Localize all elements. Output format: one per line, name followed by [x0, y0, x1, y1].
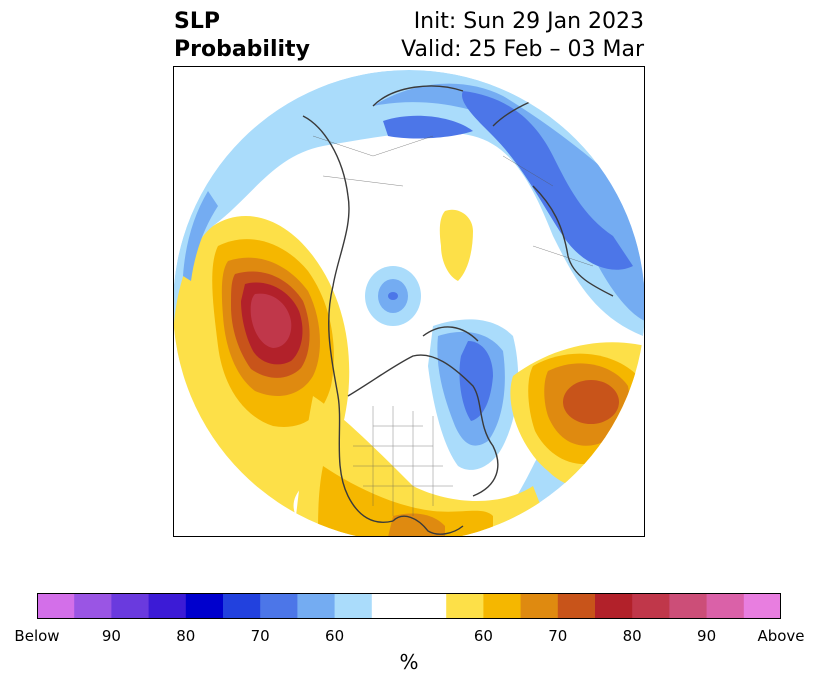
colorbar-tick-label: Below: [14, 627, 60, 645]
colorbar-tick-label: 60: [325, 627, 345, 645]
map-date-info: Init: Sun 29 Jan 2023 Valid: 25 Feb – 03…: [401, 8, 644, 64]
title-variable: SLP: [174, 9, 220, 34]
eurasia-low-inner: [462, 91, 633, 270]
colorbar-bin: [743, 593, 781, 619]
probability-map: [173, 66, 645, 537]
colorbar-tick-label: 80: [176, 627, 196, 645]
colorbar-tick-label: Above: [757, 627, 805, 645]
colorbar-bin: [297, 593, 336, 619]
colorbar-bin: [595, 593, 633, 619]
colorbar-bin: [111, 593, 150, 619]
atlantic-high-75: [563, 380, 619, 424]
colorbar-bin: [669, 593, 708, 619]
canada-low-inner: [459, 341, 493, 421]
colorbar-tick-label: 60: [473, 627, 493, 645]
mexico-high-70: [388, 513, 445, 537]
colorbar-bin: [446, 593, 484, 619]
map-border: [173, 66, 645, 537]
colorbar-bin: [74, 593, 112, 619]
colorbar-bin: [185, 593, 224, 619]
colorbar-bin: [483, 593, 522, 619]
coastlines: [302, 85, 614, 535]
colorbar-bin: [260, 593, 298, 619]
colorbar-unit: %: [399, 650, 419, 674]
colorbar-bin: [557, 593, 596, 619]
colorbar-bin: [148, 593, 187, 619]
eurasia-low-outer: [373, 83, 645, 321]
colorbar-bin: [706, 593, 745, 619]
valid-range: Valid: 25 Feb – 03 Mar: [401, 37, 644, 62]
colorbar-tick-label: 90: [101, 627, 121, 645]
colorbar-bin: [334, 593, 373, 619]
colorbar-bin: [520, 593, 559, 619]
colorbar-bin: [223, 593, 261, 619]
init-date: Init: Sun 29 Jan 2023: [413, 9, 644, 34]
map-title: SLP Probability: [174, 8, 310, 64]
colorbar-tick-label: 70: [548, 627, 568, 645]
colorbar-tick-label: 70: [250, 627, 270, 645]
colorbar-bin: [371, 593, 410, 619]
colorbar-tick-label: 90: [697, 627, 717, 645]
colorbar: [37, 593, 781, 619]
outer-edge-strip: [183, 191, 218, 281]
arctic-low-core: [388, 292, 398, 300]
colorbar-bin: [409, 593, 447, 619]
siberia-high: [439, 209, 473, 281]
colorbar-bin: [632, 593, 670, 619]
title-subtitle: Probability: [174, 37, 310, 62]
political-borders: [312, 135, 594, 516]
pacific-high-85: [250, 293, 292, 348]
mexico-high-65: [318, 466, 493, 537]
colorbar-tick-label: 80: [622, 627, 642, 645]
colorbar-bin: [37, 593, 75, 619]
eurasia-low-top: [383, 115, 473, 139]
